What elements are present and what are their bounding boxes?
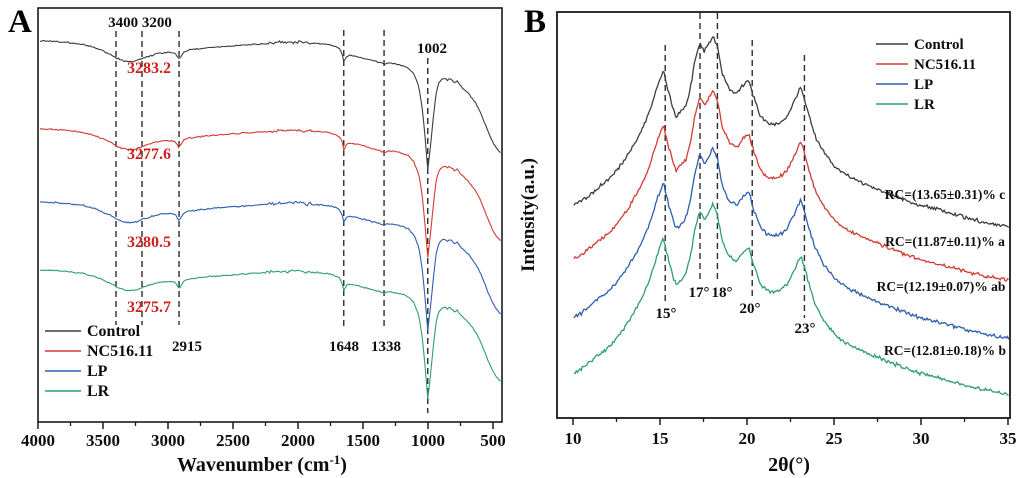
x-tick-label: 3000 [151, 431, 185, 450]
peak-angle-annotation: 18° [712, 285, 733, 301]
xrd-curve-lp [573, 146, 1010, 340]
band-annotation: 1338 [371, 339, 401, 355]
ftir-curve-lr [39, 269, 501, 399]
legend-label: LP [87, 363, 108, 380]
x-tick-label: 10 [565, 429, 582, 448]
legend-label: NC516.11 [87, 343, 153, 360]
panel-a-frame [37, 7, 503, 423]
xrd-curve-nc516.11 [573, 89, 1009, 282]
x-tick-label: 2500 [216, 431, 250, 450]
band-annotation: 1648 [329, 339, 359, 355]
x-tick-label: 4000 [21, 431, 55, 450]
band-annotation: 3400 3200 [108, 15, 172, 31]
legend-label: LR [914, 97, 935, 113]
peak-angle-annotation: 15° [656, 306, 677, 322]
rc-annotation: RC=(12.19±0.07)% ab [877, 279, 1006, 294]
oh-peak-annotation: 3277.6 [127, 146, 171, 163]
panel-a-label: A [8, 4, 32, 40]
x-axis-title: Wavenumber (cm-1) [177, 452, 347, 476]
x-tick-label: 30 [913, 429, 930, 448]
legend-label: Control [914, 37, 964, 53]
ftir-curve-control [40, 39, 501, 171]
x-tick-label: 2000 [281, 431, 315, 450]
peak-angle-annotation: 20° [740, 301, 761, 317]
ftir-curve-nc516.11 [39, 127, 502, 258]
oh-peak-annotation: 3275.7 [127, 299, 171, 316]
legend-label: LR [87, 383, 110, 400]
xrd-curve-control [573, 36, 1010, 228]
y-axis-title: Intensity(a.u.) [518, 158, 539, 272]
band-annotation: 2915 [172, 339, 202, 355]
x-tick-label: 35 [1000, 429, 1017, 448]
rc-annotation: RC=(13.65±0.31)% c [885, 187, 1005, 202]
rc-annotation: RC=(12.81±0.18)% b [884, 343, 1006, 358]
x-tick-label: 500 [480, 431, 506, 450]
legend-label: Control [87, 323, 141, 340]
x-tick-label: 3500 [86, 431, 120, 450]
x-axis-title: 2θ(°) [768, 454, 810, 476]
oh-peak-annotation: 3283.2 [127, 60, 171, 77]
legend-label: LP [914, 77, 933, 93]
peak-angle-annotation: 23° [795, 321, 816, 337]
rc-annotation: RC=(11.87±0.11)% a [885, 234, 1005, 249]
ftir-curve-lp [39, 200, 501, 331]
panel-a-ftir: 4000 3500 3000 2500 2000 1500 1000 500 Wavenumbe… [21, 7, 506, 476]
x-tick-label: 15 [652, 429, 669, 448]
panel-b-frame [556, 11, 1011, 419]
peak-angle-annotation: 17° [689, 285, 710, 301]
legend-label: NC516.11 [914, 57, 976, 73]
x-tick-label: 25 [826, 429, 843, 448]
x-tick-label: 1000 [411, 431, 445, 450]
xrd-curve-lr [573, 201, 1009, 396]
x-tick-label: 20 [739, 429, 756, 448]
panel-b-label: B [524, 4, 547, 40]
x-tick-label: 1500 [346, 431, 380, 450]
band-annotation: 1002 [417, 41, 447, 57]
panel-b-xrd: 15° 17° 18° 20° 23° 10 15 20 25 30 35 2θ(°) Intensit… [518, 11, 1017, 476]
oh-peak-annotation: 3280.5 [127, 234, 171, 251]
